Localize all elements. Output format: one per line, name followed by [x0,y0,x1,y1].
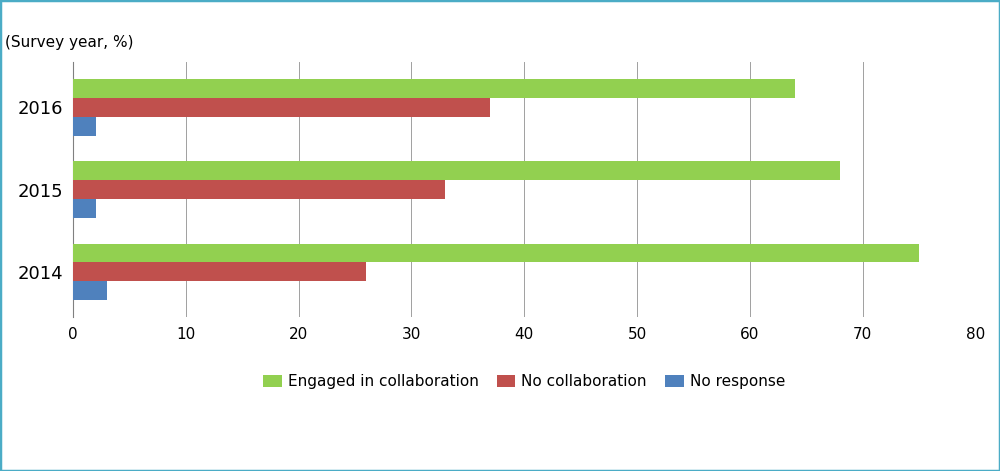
Bar [73,180,445,199]
Bar [73,244,919,262]
Bar [73,262,366,281]
Bar [73,162,840,180]
Bar [73,79,795,98]
Bar [73,199,96,218]
Text: (Survey year, %): (Survey year, %) [5,34,134,49]
Legend: Engaged in collaboration, No collaboration, No response: Engaged in collaboration, No collaborati… [257,368,791,395]
Bar [73,281,107,300]
Bar [73,117,96,136]
Bar [73,98,490,117]
